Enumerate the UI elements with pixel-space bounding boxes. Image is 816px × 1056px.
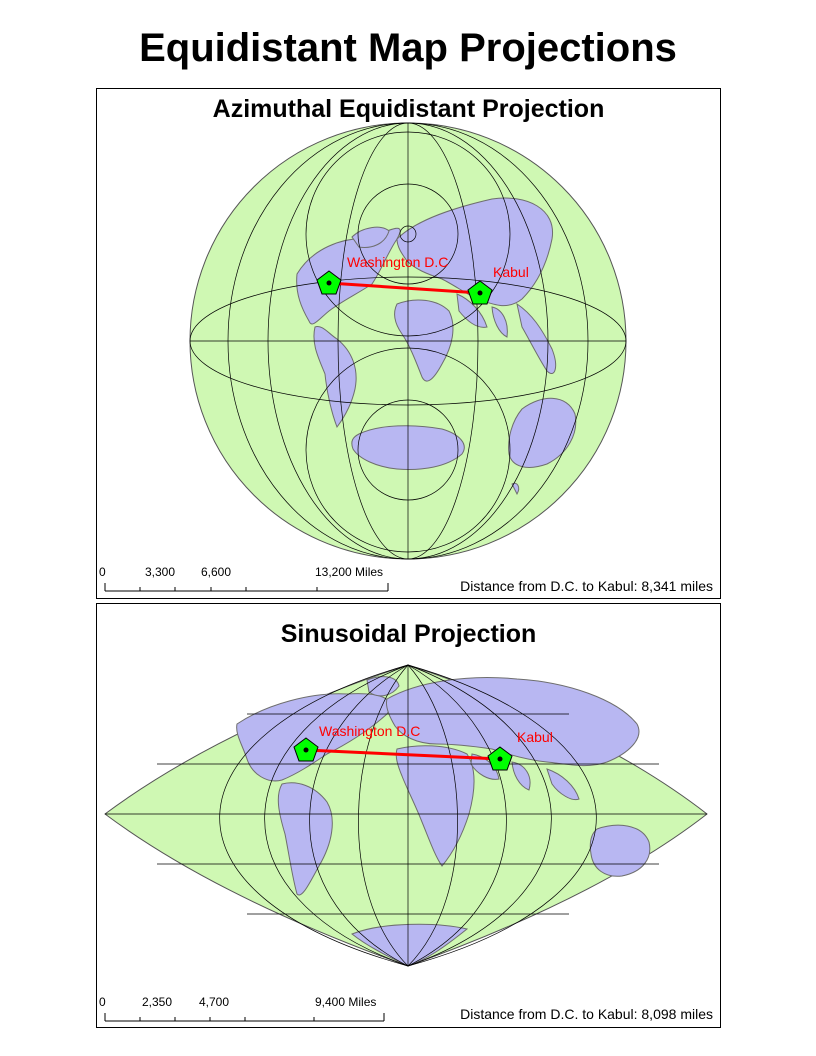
kabul-marker[interactable]: [487, 746, 513, 771]
sinusoidal-graticule: [105, 664, 707, 967]
washington-label: Washington D.C: [319, 723, 420, 739]
sinusoidal-title: Sinusoidal Projection: [280, 620, 537, 648]
kabul-marker[interactable]: [467, 280, 493, 305]
az-scale-label-2: 6,600: [201, 565, 231, 579]
route-line: [305, 748, 501, 761]
az-scale-label-3: 13,200 Miles: [315, 565, 383, 579]
azimuthal-title: Azimuthal Equidistant Projection: [212, 95, 605, 123]
sinusoidal-map-panel: Sinusoidal Projection: [96, 603, 721, 1028]
azimuthal-distance-text: Distance from D.C. to Kabul: 8,341 miles: [460, 578, 713, 594]
sinusoidal-distance-text: Distance from D.C. to Kabul: 8,098 miles: [460, 1006, 713, 1022]
route-line: [328, 281, 481, 295]
washington-marker[interactable]: [316, 270, 342, 295]
azimuthal-scalebar: [104, 583, 389, 592]
washington-label: Washington D.C: [347, 254, 448, 270]
kabul-label: Kabul: [493, 264, 529, 280]
sin-scale-label-1: 2,350: [142, 995, 172, 1009]
azimuthal-map[interactable]: Washington D.C Kabul 0 3,300 6,600 13,20…: [97, 89, 720, 598]
azimuthal-land: [296, 197, 577, 496]
sin-scale-label-0: 0: [99, 995, 106, 1009]
kabul-label: Kabul: [517, 729, 553, 745]
azimuthal-map-panel: Azimuthal Equidistant Projection: [96, 88, 721, 599]
sinusoidal-land: [236, 676, 651, 967]
az-scale-label-0: 0: [99, 565, 106, 579]
page-title: Equidistant Map Projections: [139, 26, 677, 70]
sin-scale-label-3: 9,400 Miles: [315, 995, 376, 1009]
sinusoidal-scalebar: [104, 1013, 385, 1022]
az-scale-label-1: 3,300: [145, 565, 175, 579]
azimuthal-graticule: [189, 122, 627, 560]
washington-marker[interactable]: [293, 737, 319, 762]
sinusoidal-map[interactable]: Washington D.C Kabul 0 2,350 4,700 9,400…: [97, 604, 720, 1027]
sin-scale-label-2: 4,700: [199, 995, 229, 1009]
